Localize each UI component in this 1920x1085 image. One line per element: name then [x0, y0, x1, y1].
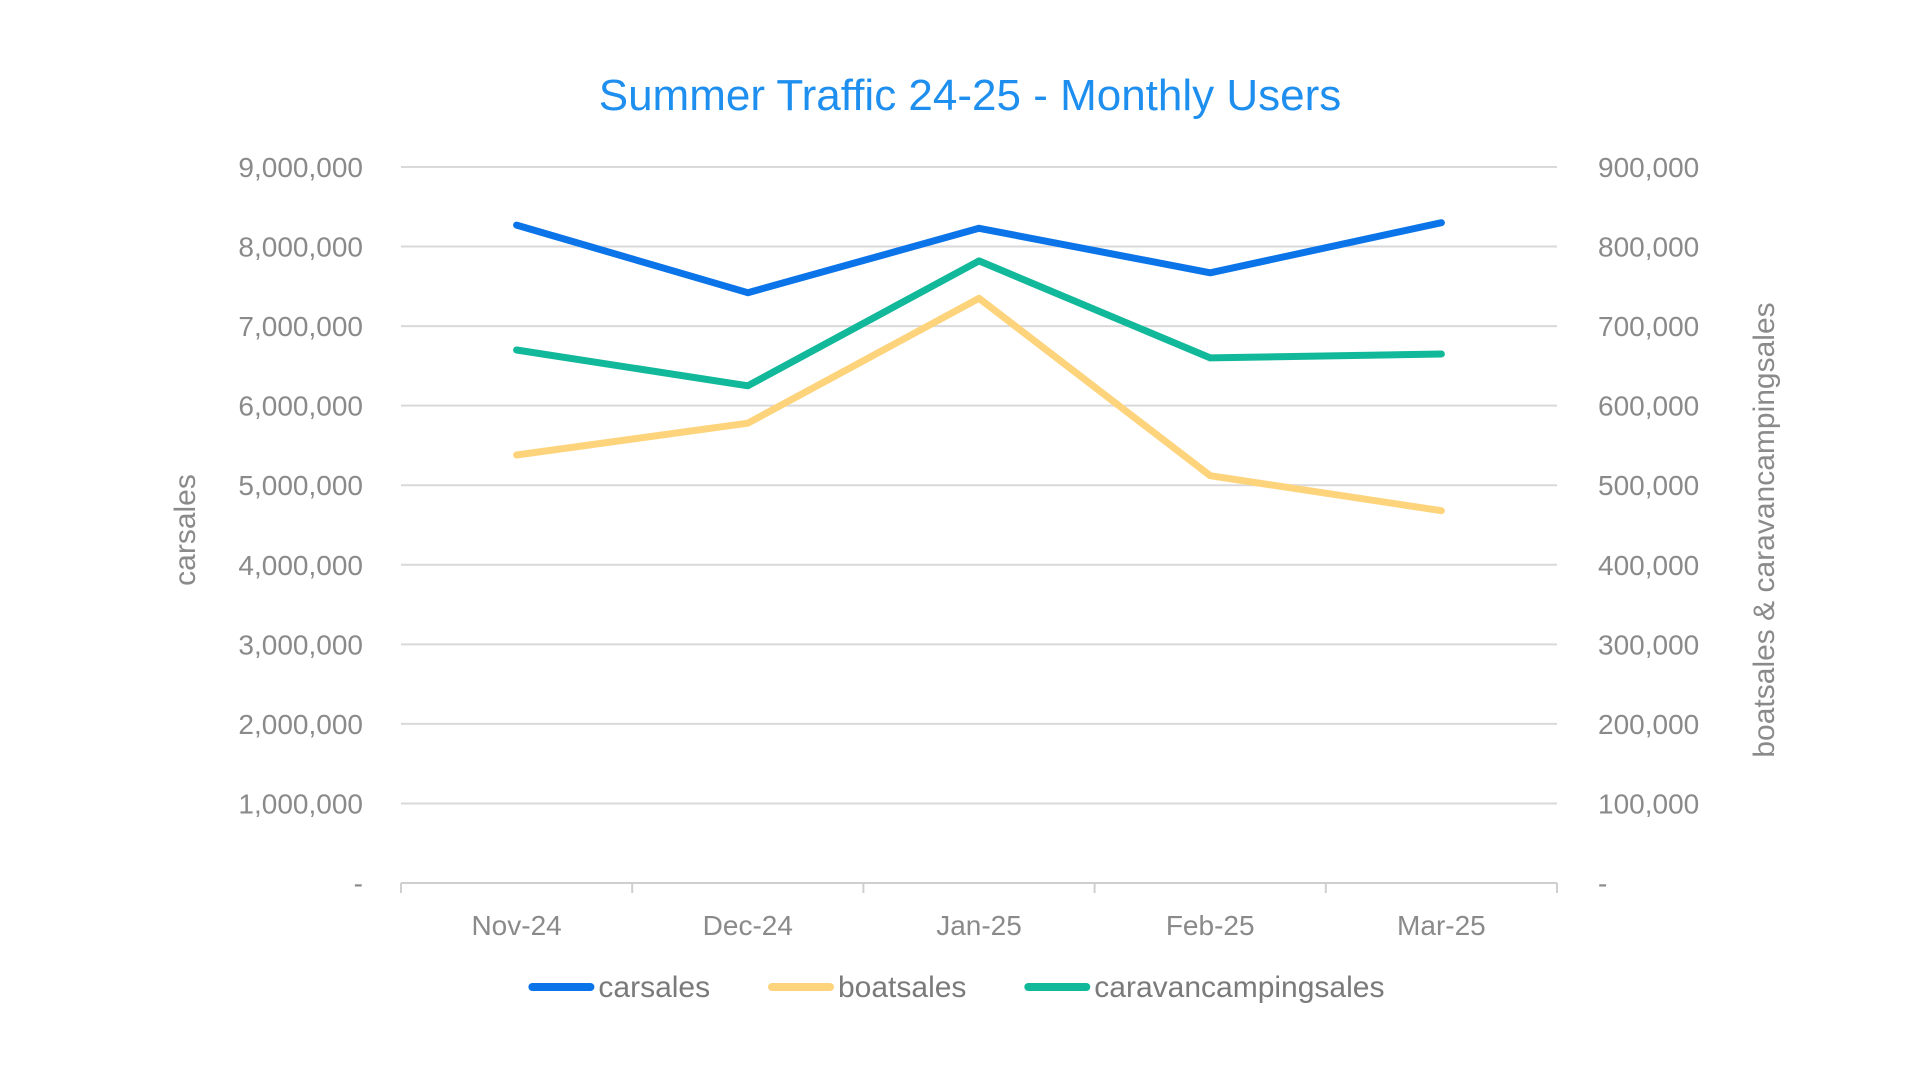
x-tick-label: Feb-25 [1166, 910, 1255, 941]
right-tick-label: - [1598, 868, 1607, 899]
right-axis-ticks: - 100,000 200,000 300,000 400,000 500,000 600,… [1598, 152, 1699, 899]
right-tick-label: 300,000 [1598, 629, 1699, 660]
series-line-caravancampingsales [513, 257, 1445, 390]
left-tick-label: 7,000,000 [238, 311, 363, 342]
x-axis-ticks: Nov-24 Dec-24 Jan-25 Feb-25 Mar-25 [471, 910, 1485, 941]
left-tick-label: 3,000,000 [238, 629, 363, 660]
right-tick-label: 500,000 [1598, 470, 1699, 501]
chart-title: Summer Traffic 24-25 - Monthly Users [599, 71, 1342, 120]
series-lines [513, 219, 1445, 515]
x-tick-label: Mar-25 [1397, 910, 1486, 941]
right-tick-label: 700,000 [1598, 311, 1699, 342]
left-axis-title: carsales [169, 474, 202, 586]
left-tick-label: 2,000,000 [238, 709, 363, 740]
legend-label-boatsales: boatsales [838, 971, 966, 1004]
series-line-boatsales [513, 294, 1445, 515]
legend-label-carsales: carsales [598, 971, 710, 1004]
legend: carsales boatsales caravancampingsales [528, 971, 1384, 1004]
left-tick-label: - [354, 868, 363, 899]
left-tick-label: 6,000,000 [238, 391, 363, 422]
right-tick-label: 200,000 [1598, 709, 1699, 740]
right-tick-label: 100,000 [1598, 788, 1699, 819]
x-tick-label: Jan-25 [936, 910, 1022, 941]
right-tick-label: 400,000 [1598, 550, 1699, 581]
x-tick-label: Dec-24 [703, 910, 793, 941]
right-tick-label: 900,000 [1598, 152, 1699, 183]
left-tick-label: 1,000,000 [238, 788, 363, 819]
legend-label-caravancampingsales: caravancampingsales [1094, 971, 1384, 1004]
series-line-carsales [513, 219, 1445, 297]
left-tick-label: 4,000,000 [238, 550, 363, 581]
left-axis-ticks: - 1,000,000 2,000,000 3,000,000 4,000,000 5,0… [238, 152, 363, 899]
x-tick-label: Nov-24 [471, 910, 561, 941]
right-tick-label: 600,000 [1598, 391, 1699, 422]
left-tick-label: 9,000,000 [238, 152, 363, 183]
right-axis-title: boatsales & caravancampingsales [1748, 302, 1781, 757]
axes [400, 882, 1558, 893]
gridlines [401, 166, 1557, 805]
right-tick-label: 800,000 [1598, 232, 1699, 263]
left-tick-label: 8,000,000 [238, 232, 363, 263]
left-tick-label: 5,000,000 [238, 470, 363, 501]
